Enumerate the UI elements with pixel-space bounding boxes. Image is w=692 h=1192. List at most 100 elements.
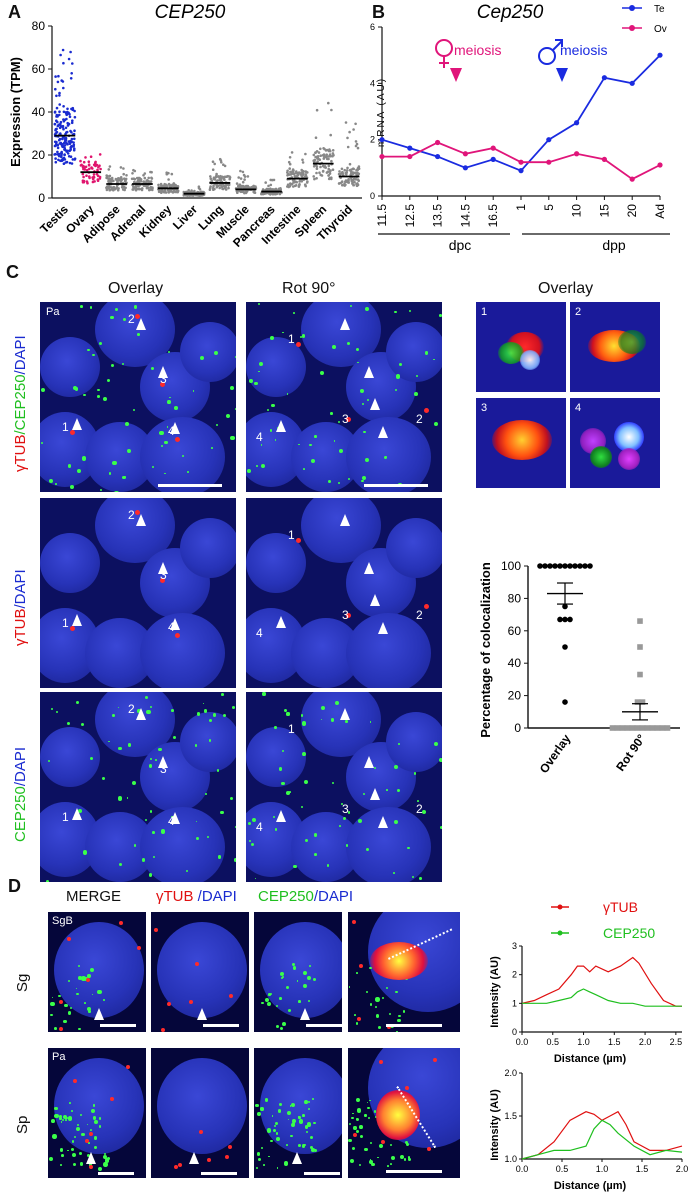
data-point: [222, 176, 226, 179]
data-point: [330, 176, 333, 179]
data-point: [293, 180, 296, 183]
rot-point: [639, 725, 646, 731]
data-point: [253, 191, 257, 194]
cell-type-label: Pa: [46, 306, 60, 318]
rot-point: [659, 725, 666, 731]
data-point: [344, 180, 347, 183]
x-tick-label: 11.5: [375, 204, 389, 227]
data-point: [72, 141, 75, 144]
cell-number-label: 3: [342, 412, 349, 426]
legend-ov: Ov: [654, 24, 667, 35]
d-row-sg: Sg: [14, 973, 31, 992]
y-tick-label: 0: [38, 191, 45, 205]
y-tick-label: 40: [508, 656, 522, 670]
data-point: [88, 167, 91, 171]
data-point: [115, 186, 119, 189]
data-point: [157, 183, 160, 187]
data-point: [319, 147, 322, 151]
data-point: [289, 170, 292, 174]
data-point: [65, 117, 68, 121]
data-point: [148, 188, 151, 192]
x-tick-label: 12.5: [403, 204, 417, 228]
arrowhead-icon: [276, 420, 286, 432]
data-point: [143, 176, 147, 180]
data-point: [304, 152, 307, 156]
arrowhead-icon: [170, 422, 180, 434]
data-point: [323, 155, 326, 159]
data-point: [69, 50, 72, 54]
data-point: [327, 149, 331, 153]
data-point: [357, 179, 361, 182]
zoom-crop-1: 1: [476, 302, 566, 392]
cell-type-label: SgB: [52, 915, 73, 927]
arrowhead-icon: [340, 708, 350, 720]
data-point: [327, 157, 330, 161]
data-point: [219, 159, 223, 162]
data-point: [219, 177, 223, 181]
data-point: [199, 190, 203, 194]
data-point: [338, 170, 341, 173]
data-point: [63, 139, 67, 143]
data-point: [327, 155, 331, 158]
rot-point: [619, 725, 626, 731]
data-point: [316, 156, 320, 160]
data-point: [63, 153, 66, 157]
data-point: [134, 184, 138, 188]
data-point: [292, 185, 295, 188]
data-point: [92, 175, 95, 179]
x-tick-label: 1.0: [577, 1037, 590, 1047]
rot-point: [614, 725, 621, 731]
x-tick-label: 2.0: [676, 1164, 689, 1174]
cell-number-label: 1: [62, 810, 69, 824]
data-point: [210, 179, 214, 183]
x-tick-label: Ad: [653, 204, 667, 219]
data-point: [348, 162, 352, 166]
data-point: [56, 146, 60, 150]
data-point: [107, 168, 111, 171]
data-point: [188, 194, 192, 197]
data-point: [142, 174, 145, 177]
data-point: [215, 172, 218, 176]
series-point: [490, 156, 496, 162]
data-point: [85, 168, 89, 172]
data-point: [56, 150, 59, 154]
data-point: [53, 153, 56, 156]
data-point: [220, 185, 224, 188]
panel-b-letter: B: [372, 2, 385, 22]
arrowhead-icon: [378, 816, 388, 828]
data-point: [60, 79, 63, 82]
panel-b-chart: Cep250 mRNA (AU) Te Ov meiosis meiosis 0…: [370, 2, 670, 253]
data-point: [295, 180, 299, 184]
legend-te: Te: [654, 4, 665, 15]
arrowhead-icon: [170, 618, 180, 630]
data-point: [322, 153, 326, 156]
series-line: [521, 1110, 683, 1160]
data-point: [313, 158, 317, 162]
data-point: [73, 137, 76, 141]
arrowhead-icon: [378, 622, 388, 634]
data-point: [325, 155, 329, 158]
data-point: [81, 172, 85, 176]
series-line: [521, 1119, 683, 1160]
data-point: [70, 72, 73, 75]
d-micrograph-r1-c4: [348, 912, 460, 1032]
data-point: [224, 185, 227, 189]
arrowhead-icon: [370, 788, 380, 800]
y-tick-label: 6: [370, 22, 375, 32]
data-point: [58, 110, 61, 113]
data-point: [108, 165, 112, 168]
data-point: [57, 138, 61, 142]
data-point: [70, 131, 73, 134]
data-point: [330, 108, 333, 112]
panel-c-letter: C: [6, 262, 19, 282]
arrowhead-icon: [158, 366, 168, 378]
data-point: [293, 174, 297, 178]
data-point: [312, 165, 316, 168]
data-point: [340, 167, 344, 171]
data-point: [227, 186, 230, 190]
data-point: [119, 177, 123, 181]
y-tick-label: 40: [32, 105, 46, 119]
data-point: [107, 187, 110, 190]
rot-point: [624, 725, 631, 731]
data-point: [62, 110, 66, 114]
